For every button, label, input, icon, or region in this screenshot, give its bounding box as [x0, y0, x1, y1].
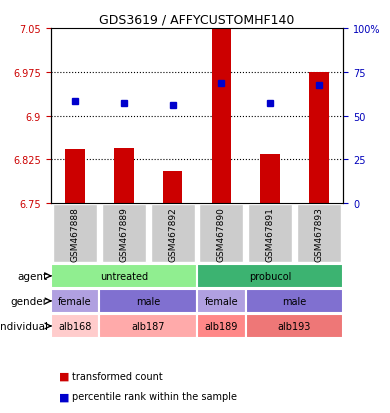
- Bar: [246, 290, 343, 313]
- Text: male: male: [282, 296, 307, 306]
- FancyBboxPatch shape: [199, 205, 243, 263]
- FancyBboxPatch shape: [151, 205, 195, 263]
- Text: GSM467889: GSM467889: [119, 207, 128, 261]
- Text: GSM467892: GSM467892: [168, 207, 177, 261]
- Bar: [197, 264, 343, 288]
- Text: alb193: alb193: [278, 321, 311, 331]
- Bar: [211, 29, 231, 204]
- Text: gender: gender: [11, 296, 48, 306]
- Bar: [66, 150, 85, 204]
- Text: percentile rank within the sample: percentile rank within the sample: [72, 392, 237, 401]
- Bar: [246, 314, 343, 338]
- Text: untreated: untreated: [100, 271, 148, 281]
- Text: ■: ■: [58, 392, 69, 401]
- Bar: [99, 314, 197, 338]
- Bar: [51, 290, 99, 313]
- Bar: [197, 290, 246, 313]
- Text: probucol: probucol: [249, 271, 291, 281]
- Text: agent: agent: [18, 271, 48, 281]
- Text: GSM467893: GSM467893: [314, 207, 323, 261]
- Text: individual: individual: [0, 321, 48, 331]
- Bar: [114, 148, 133, 204]
- Bar: [163, 172, 182, 204]
- FancyBboxPatch shape: [102, 205, 146, 263]
- FancyBboxPatch shape: [297, 205, 341, 263]
- Text: alb168: alb168: [58, 321, 92, 331]
- Title: GDS3619 / AFFYCUSTOMHF140: GDS3619 / AFFYCUSTOMHF140: [99, 13, 294, 26]
- Text: GSM467891: GSM467891: [266, 207, 275, 261]
- Text: alb187: alb187: [131, 321, 165, 331]
- Text: transformed count: transformed count: [72, 371, 163, 381]
- FancyBboxPatch shape: [53, 205, 97, 263]
- Bar: [261, 154, 280, 204]
- Bar: [309, 73, 328, 204]
- Text: female: female: [58, 296, 92, 306]
- Text: male: male: [136, 296, 160, 306]
- Text: alb189: alb189: [205, 321, 238, 331]
- Text: female: female: [204, 296, 238, 306]
- Bar: [51, 314, 99, 338]
- Bar: [197, 314, 246, 338]
- Bar: [99, 290, 197, 313]
- Text: ■: ■: [58, 371, 69, 381]
- Text: GSM467888: GSM467888: [71, 207, 80, 261]
- FancyBboxPatch shape: [248, 205, 292, 263]
- Bar: [51, 264, 197, 288]
- Text: GSM467890: GSM467890: [217, 207, 226, 261]
